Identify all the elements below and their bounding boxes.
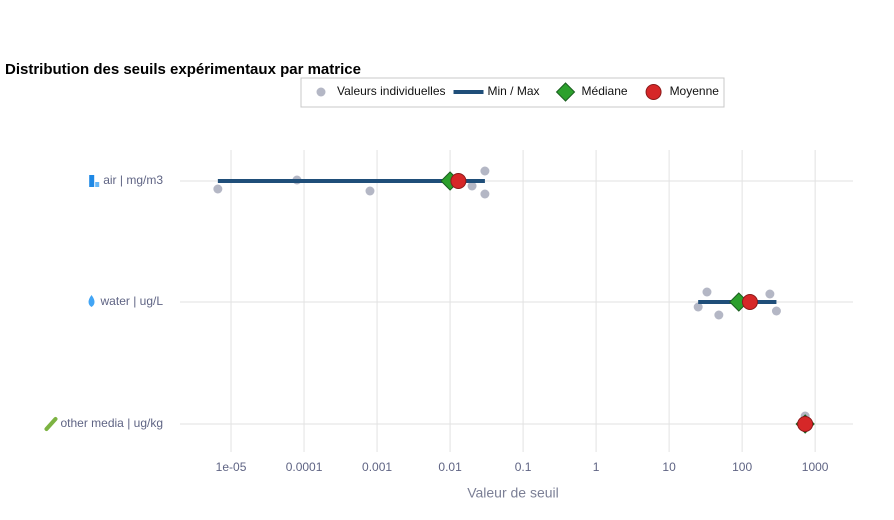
icon (44, 417, 58, 431)
x-axis-label: Valeur de seuil (467, 485, 559, 501)
individual-point (714, 310, 724, 320)
x-tick-label: 1 (593, 460, 600, 474)
individual-point (693, 302, 703, 312)
icon (88, 295, 95, 307)
legend-symbol (645, 84, 662, 100)
x-tick-label: 100 (732, 460, 752, 474)
x-tick-label: 10 (662, 460, 676, 474)
legend-symbol (316, 87, 326, 97)
individual-point (480, 189, 490, 199)
x-tick-label: 0.01 (438, 460, 462, 474)
individual-point (771, 306, 781, 316)
chart-title: Distribution des seuils expérimentaux pa… (5, 61, 361, 78)
individual-point (213, 184, 223, 194)
x-tick-label: 1000 (802, 460, 829, 474)
y-tick-label: water | ug/L (100, 294, 164, 308)
mean-marker (450, 173, 467, 189)
y-tick-label: air | mg/m3 (103, 173, 163, 187)
legend-label: Valeurs individuelles (337, 84, 446, 98)
individual-point (702, 287, 712, 297)
legend-label: Moyenne (670, 84, 720, 98)
icon (89, 175, 95, 187)
y-tick-label: other media | ug/kg (60, 416, 163, 430)
x-tick-label: 0.0001 (286, 460, 323, 474)
individual-point (365, 186, 375, 196)
legend-symbol (555, 82, 576, 102)
legend-label: Min / Max (488, 84, 540, 98)
x-tick-label: 1e-05 (216, 460, 247, 474)
x-tick-label: 0.001 (362, 460, 392, 474)
mean-marker (797, 416, 814, 432)
individual-point (467, 181, 477, 191)
icon (95, 182, 100, 187)
x-tick-label: 0.1 (515, 460, 532, 474)
individual-point (480, 166, 490, 176)
individual-point (765, 289, 775, 299)
mean-marker (741, 294, 758, 310)
legend-label: Médiane (582, 84, 628, 98)
